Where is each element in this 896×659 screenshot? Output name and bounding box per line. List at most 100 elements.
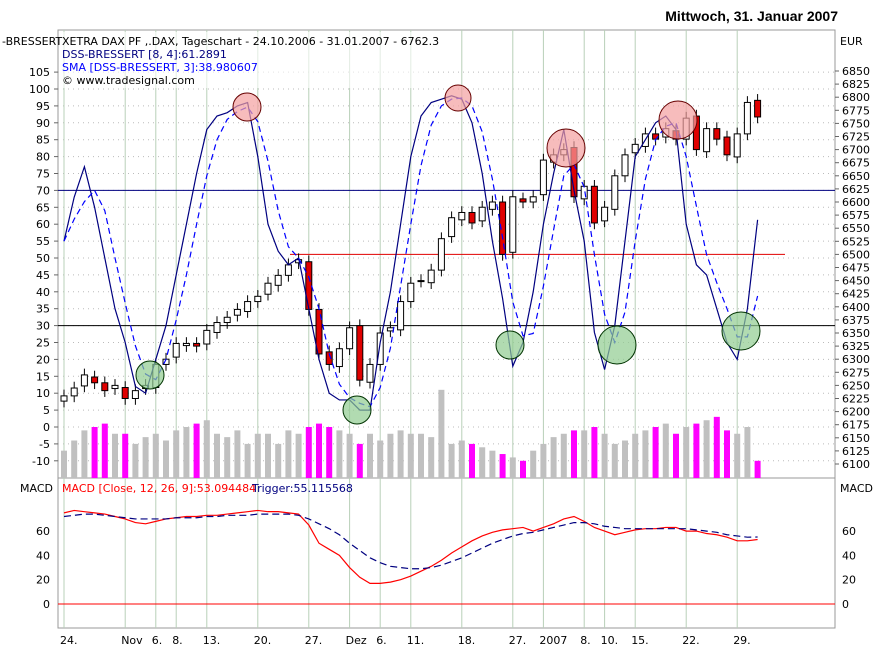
- legend-copyright: © www.tradesignal.com: [62, 74, 195, 87]
- candle-body: [233, 308, 241, 316]
- histogram-bar: [112, 433, 118, 478]
- histogram-bar: [734, 433, 741, 478]
- price-tick-label: 6600: [842, 196, 870, 209]
- trigger-line: [63, 513, 758, 570]
- candle-body: [509, 196, 517, 253]
- histogram-bar: [744, 427, 751, 478]
- date-tick-label: 11.: [407, 634, 425, 647]
- price-tick-label: 6350: [842, 327, 870, 340]
- osc-tick-label: 15: [36, 370, 50, 383]
- candle-body: [458, 211, 466, 221]
- trough-circle: [495, 330, 525, 360]
- price-tick-label: 6700: [842, 144, 870, 157]
- candle-body: [713, 128, 721, 140]
- price-tick-label: 6775: [842, 104, 870, 117]
- candle-body: [60, 395, 68, 402]
- histogram-bar: [601, 433, 608, 478]
- candle-body: [182, 342, 190, 347]
- macd-tick-label: 0: [842, 598, 849, 611]
- candle-body: [131, 390, 139, 400]
- histogram-bar: [101, 423, 108, 478]
- candle-body: [305, 261, 313, 310]
- candle-body: [397, 301, 405, 331]
- plot-frame: [57, 29, 836, 629]
- histogram-bar: [132, 443, 139, 478]
- osc-tick-label: 30: [36, 320, 50, 333]
- price-tick-label: 6625: [842, 183, 870, 196]
- osc-tick-label: 35: [36, 303, 50, 316]
- date-tick-label: 24.: [60, 634, 78, 647]
- price-tick-label: 6450: [842, 275, 870, 288]
- candle-body: [325, 351, 333, 365]
- histogram-bar: [295, 433, 302, 478]
- macd-tick-label: 40: [36, 549, 50, 562]
- histogram-bar: [163, 440, 169, 478]
- histogram-bar: [550, 437, 557, 478]
- date-tick-label: 22.: [682, 634, 700, 647]
- right-axis-label: EUR: [840, 35, 863, 48]
- candle-body: [80, 374, 88, 387]
- histogram-bar: [397, 430, 404, 478]
- price-tick-label: 6525: [842, 235, 870, 248]
- histogram-bar: [285, 430, 292, 478]
- candle-body: [356, 325, 364, 381]
- candle-body: [223, 316, 231, 324]
- histogram-bar: [326, 427, 333, 478]
- date-tick-label: 29.: [733, 634, 751, 647]
- histogram-bar: [316, 423, 322, 478]
- candle-body: [101, 382, 109, 392]
- histogram-bar: [122, 433, 129, 478]
- histogram-bar: [81, 430, 88, 478]
- macd-left-label: MACD: [20, 482, 53, 495]
- histogram-bar: [234, 430, 241, 478]
- candle-body: [590, 185, 598, 224]
- osc-tick-label: 70: [36, 184, 50, 197]
- candle-body: [631, 143, 639, 154]
- histogram-bar: [581, 430, 588, 478]
- candle-body: [733, 133, 741, 158]
- date-tick-label: Dez: [346, 634, 367, 647]
- left-axis-label: -BRESSERT: [2, 35, 62, 48]
- histogram-bar: [407, 433, 414, 478]
- candle-body: [346, 327, 354, 350]
- date-tick-label: 20.: [254, 634, 271, 647]
- histogram-bar: [724, 430, 730, 478]
- price-tick-label: 6725: [842, 131, 870, 144]
- osc-tick-label: 55: [36, 235, 50, 248]
- histogram-bar: [224, 437, 231, 478]
- histogram-bar: [418, 433, 424, 478]
- histogram-bar: [673, 433, 679, 478]
- date-tick-label: 8.: [580, 634, 591, 647]
- date-tick-label: 2007: [539, 634, 567, 647]
- histogram-bar: [438, 389, 445, 478]
- histogram-bar: [509, 457, 516, 478]
- peak-circle: [546, 128, 586, 168]
- histogram-bar: [540, 443, 547, 478]
- candle-body: [601, 206, 609, 222]
- osc-tick-label: 100: [29, 83, 50, 96]
- histogram-bar: [275, 443, 282, 478]
- candle-body: [284, 264, 292, 276]
- legend-macd: MACD [Close, 12, 26, 9]:53.094484: [62, 482, 256, 495]
- histogram-bar: [489, 450, 496, 478]
- legend-sma: SMA [DSS-BRESSERT, 3]:38.980607: [62, 61, 258, 74]
- histogram-bar: [428, 437, 435, 478]
- histogram-bar: [693, 423, 700, 478]
- candle-body: [274, 274, 282, 286]
- histogram-bar: [356, 443, 363, 478]
- legend-dss: DSS-BRESSERT [8, 4]:61.2891: [62, 48, 227, 61]
- histogram-bar: [642, 430, 649, 478]
- osc-tick-label: 25: [36, 337, 50, 350]
- macd-right-label: MACD: [840, 482, 873, 495]
- histogram-bar: [91, 427, 98, 478]
- macd-tick-label: 60: [36, 525, 50, 538]
- candle-body: [244, 301, 252, 313]
- candle-body: [407, 282, 415, 303]
- histogram-bar: [387, 433, 394, 478]
- price-tick-label: 6575: [842, 209, 870, 222]
- date-tick-label: 18.: [458, 634, 476, 647]
- price-tick-label: 6250: [842, 379, 870, 392]
- candle-body: [193, 342, 201, 347]
- candle-body: [213, 322, 221, 333]
